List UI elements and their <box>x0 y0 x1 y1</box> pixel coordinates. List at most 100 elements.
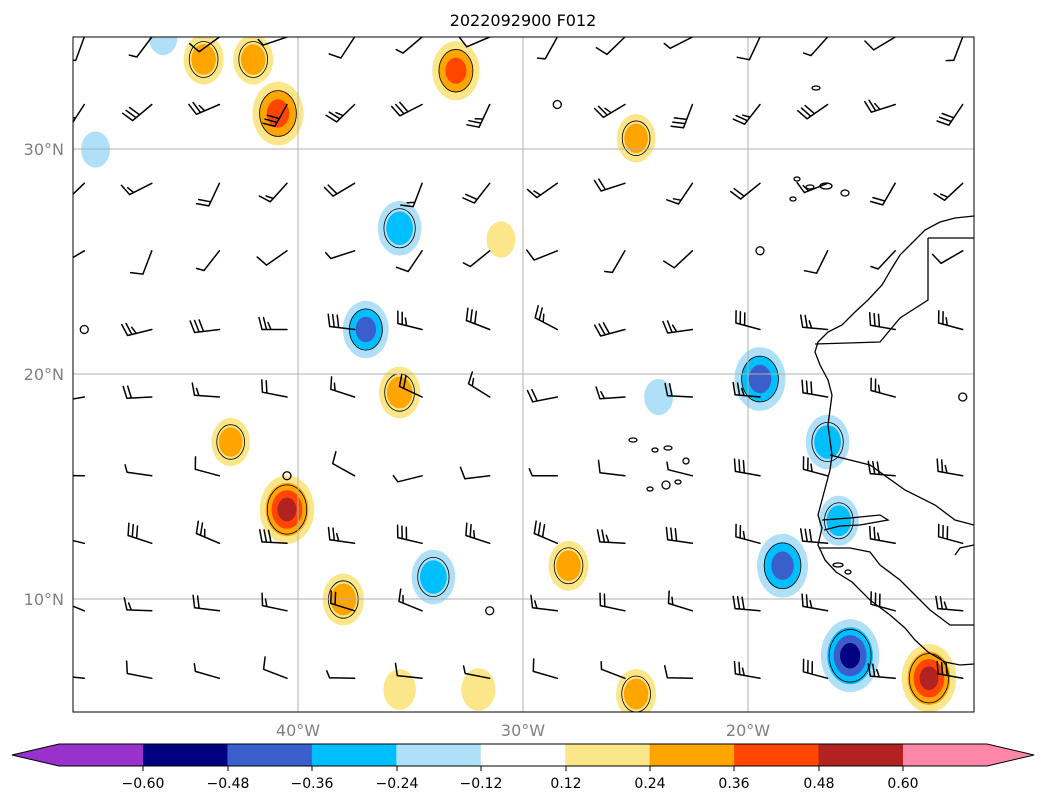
contour-line <box>216 424 245 460</box>
wind-barb <box>931 250 964 265</box>
shaded-feature <box>486 221 516 258</box>
contour-fill <box>386 211 414 246</box>
wind-barb <box>129 250 153 275</box>
wind-barb <box>803 250 829 274</box>
wind-barb <box>796 181 829 194</box>
wind-barb <box>462 665 491 680</box>
wind-barb <box>330 376 356 398</box>
wind-barb <box>802 658 829 680</box>
island-bissagos <box>844 569 852 575</box>
contour-line <box>741 355 779 403</box>
island-cape-verde <box>646 486 654 492</box>
wind-barb <box>331 450 356 477</box>
contour-fill <box>240 44 266 75</box>
colorbar-cell <box>734 744 820 766</box>
wind-barb <box>192 594 221 612</box>
contour-fill <box>826 505 852 537</box>
wind-barb <box>536 37 559 60</box>
colorbar: −0.60 −0.48 −0.36 −0.24 −0.12 0.12 0.24 … <box>11 743 1035 792</box>
border-western-sahara <box>814 237 974 345</box>
wind-barb <box>467 371 491 398</box>
wind-barb <box>533 520 559 545</box>
wind-barb <box>667 590 694 612</box>
lat-label-30n: 30°N <box>24 140 64 159</box>
wind-barb <box>394 662 423 680</box>
island-cape-verde <box>661 480 671 490</box>
wind-barb <box>127 522 153 545</box>
wind-barb <box>733 458 761 477</box>
wind-barb <box>670 103 694 129</box>
wind-barb <box>664 382 694 398</box>
shaded-feature <box>616 114 656 163</box>
wind-barb <box>124 464 153 477</box>
wind-barb <box>526 182 559 199</box>
wind-barb <box>526 249 559 261</box>
contour-line <box>763 542 802 590</box>
wind-barb <box>258 529 288 545</box>
contour-fill <box>266 99 290 128</box>
shaded-feature <box>252 81 304 146</box>
wind-barb <box>663 250 694 269</box>
wind-barb <box>534 305 559 331</box>
colorbar-cells <box>143 744 904 766</box>
wind-barb <box>122 385 153 400</box>
wind-barb <box>604 250 626 274</box>
shaded-field-layer <box>81 37 957 712</box>
contour-fill <box>445 57 467 84</box>
shaded-feature <box>411 549 456 605</box>
island-canary <box>840 189 850 197</box>
calm-wind-circle <box>755 246 765 256</box>
contour-line <box>621 120 651 156</box>
wind-barb <box>735 523 761 545</box>
wind-barb <box>663 665 694 680</box>
wind-barb <box>802 456 829 477</box>
shaded-feature <box>901 644 957 712</box>
colorbar-tick: 0.60 <box>887 776 918 792</box>
wind-barb <box>327 526 356 545</box>
contour-fill <box>355 316 377 343</box>
contour-fill <box>461 668 496 711</box>
wind-barb <box>593 103 626 119</box>
colorbar-cell <box>396 744 482 766</box>
island-cape-verde <box>651 447 659 453</box>
calm-wind-circle <box>958 392 968 402</box>
wind-barb <box>400 182 423 208</box>
wind-barb <box>528 468 559 477</box>
wind-barb <box>870 250 896 270</box>
wind-barb <box>261 379 288 398</box>
wind-barb <box>73 250 86 259</box>
map-plot-area <box>73 37 974 712</box>
wind-barb <box>73 182 86 196</box>
wind-barb <box>945 37 964 62</box>
contour-fill <box>420 560 447 594</box>
shaded-feature <box>548 540 589 591</box>
wind-barb <box>532 658 559 680</box>
wind-barb <box>328 37 356 59</box>
lon-label-20w: 20°W <box>726 721 770 740</box>
wind-barb <box>128 37 153 58</box>
shaded-feature <box>211 417 250 467</box>
contour-fill <box>919 666 939 691</box>
african-coastline <box>628 85 974 666</box>
wind-barb <box>735 309 761 331</box>
wind-barb <box>868 312 896 331</box>
wind-barb <box>329 590 356 612</box>
island-canary <box>793 176 801 182</box>
colorbar-tick: −0.48 <box>207 776 250 792</box>
island-canary <box>789 196 797 202</box>
shaded-feature <box>820 619 880 693</box>
wind-barb <box>73 676 86 680</box>
contour-line <box>438 49 474 93</box>
shaded-feature <box>233 37 274 85</box>
contour-line <box>188 41 219 78</box>
wind-barb <box>596 529 626 545</box>
shaded-feature <box>383 669 416 710</box>
lat-label-10n: 10°N <box>24 590 64 609</box>
wind-barb <box>256 250 288 266</box>
wind-barb <box>73 474 86 477</box>
shaded-feature <box>432 41 480 101</box>
colorbar-tick: 0.12 <box>550 776 581 792</box>
shaded-feature <box>183 37 224 85</box>
wind-barb <box>261 592 288 612</box>
